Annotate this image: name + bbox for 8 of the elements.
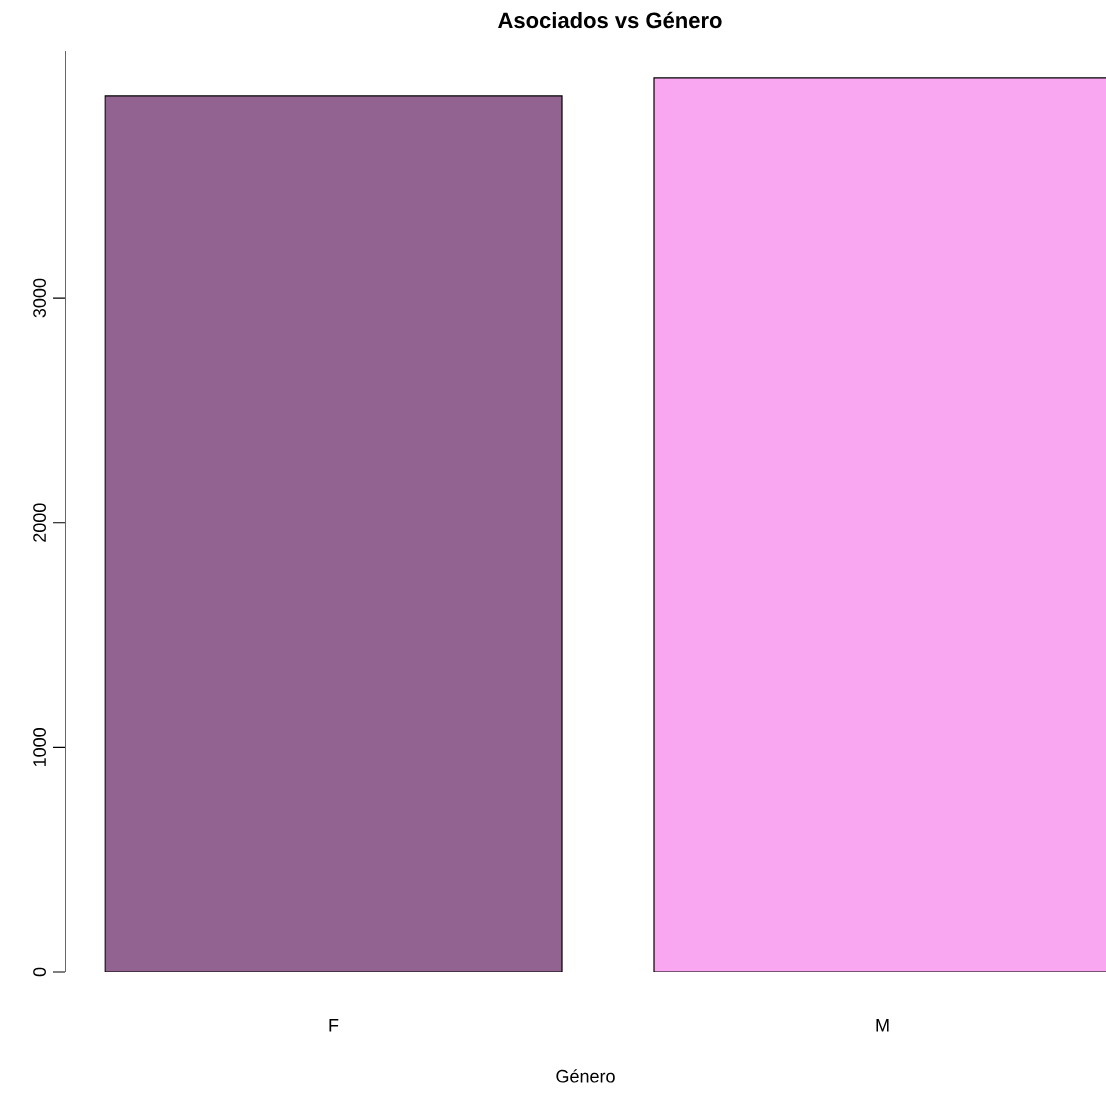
x-tick-label: M (876, 1019, 889, 1032)
x-tick-label: F (329, 1019, 339, 1032)
x-axis-title: Género (556, 1069, 615, 1083)
y-tick-label: 3000 (33, 278, 46, 318)
y-tick-label: 2000 (33, 503, 46, 542)
y-tick-label: 1000 (33, 728, 46, 766)
chart-title: Asociados vs Género (498, 11, 722, 29)
y-tick-label: 0 (33, 967, 46, 977)
